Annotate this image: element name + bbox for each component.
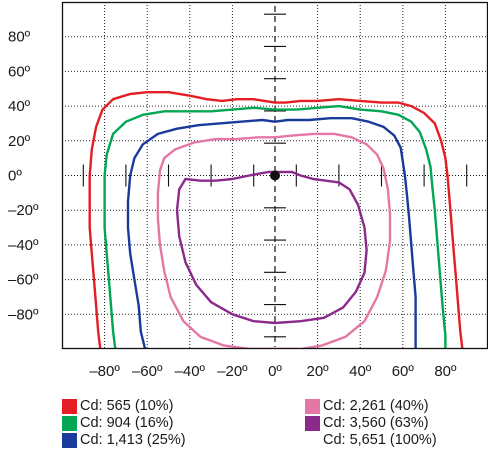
x-tick-label: –40º xyxy=(175,363,206,380)
legend-item: Cd: 565 (10%) xyxy=(62,398,186,414)
y-tick-label: –60º xyxy=(8,272,39,289)
legend-item: Cd: 5,651 (100%) xyxy=(305,432,437,448)
legend: Cd: 565 (10%) Cd: 904 (16%) Cd: 1,413 (2… xyxy=(0,398,488,454)
legend-label: Cd: 565 (10%) xyxy=(80,398,174,414)
legend-item: Cd: 3,560 (63%) xyxy=(305,415,437,431)
x-tick-label: 20º xyxy=(307,363,330,380)
legend-label: Cd: 3,560 (63%) xyxy=(323,415,429,431)
x-tick-label: 80º xyxy=(434,363,457,380)
legend-item: Cd: 2,261 (40%) xyxy=(305,398,437,414)
x-tick-label: 60º xyxy=(392,363,415,380)
legend-swatch xyxy=(62,432,77,448)
tick-labels: 80º 60º 40º 20º 0º –20º –40º –60º –80º –80º –60º –4… xyxy=(8,29,457,380)
legend-swatch xyxy=(305,433,320,448)
center-point xyxy=(270,170,280,181)
x-tick-label: 0º xyxy=(268,363,282,380)
legend-item: Cd: 904 (16%) xyxy=(62,415,186,431)
x-tick-label: –20º xyxy=(217,363,248,380)
legend-column-left: Cd: 565 (10%) Cd: 904 (16%) Cd: 1,413 (2… xyxy=(62,398,186,449)
y-tick-label: –40º xyxy=(8,237,39,254)
series-curve-1 xyxy=(103,104,447,349)
series-curve-4 xyxy=(175,170,368,325)
series-curve-3 xyxy=(156,132,392,349)
legend-swatch xyxy=(62,415,77,431)
legend-label: Cd: 1,413 (25%) xyxy=(80,432,186,448)
legend-swatch xyxy=(305,398,320,414)
legend-column-right: Cd: 2,261 (40%) Cd: 3,560 (63%) Cd: 5,65… xyxy=(305,398,437,449)
legend-label: Cd: 2,261 (40%) xyxy=(323,398,429,414)
y-tick-label: 60º xyxy=(8,63,31,80)
legend-label: Cd: 904 (16%) xyxy=(80,415,174,431)
legend-swatch xyxy=(305,415,320,431)
series-curves xyxy=(88,91,464,349)
x-tick-label: 40º xyxy=(349,363,372,380)
y-tick-label: 0º xyxy=(8,168,22,185)
x-tick-label: –60º xyxy=(132,363,163,380)
legend-label: Cd: 5,651 (100%) xyxy=(323,432,437,448)
y-tick-label: 20º xyxy=(8,133,31,150)
legend-item: Cd: 1,413 (25%) xyxy=(62,432,186,448)
y-tick-label: 40º xyxy=(8,98,31,115)
legend-swatch xyxy=(62,398,77,414)
y-tick-label: –80º xyxy=(8,306,39,323)
series-curve-2 xyxy=(126,117,417,349)
x-tick-label: –80º xyxy=(89,363,120,380)
y-tick-label: –20º xyxy=(8,202,39,219)
y-tick-label: 80º xyxy=(8,29,31,46)
chart-svg: 80º 60º 40º 20º 0º –20º –40º –60º –80º –80º –60º –4… xyxy=(8,1,488,380)
series-curve-0 xyxy=(88,91,464,349)
